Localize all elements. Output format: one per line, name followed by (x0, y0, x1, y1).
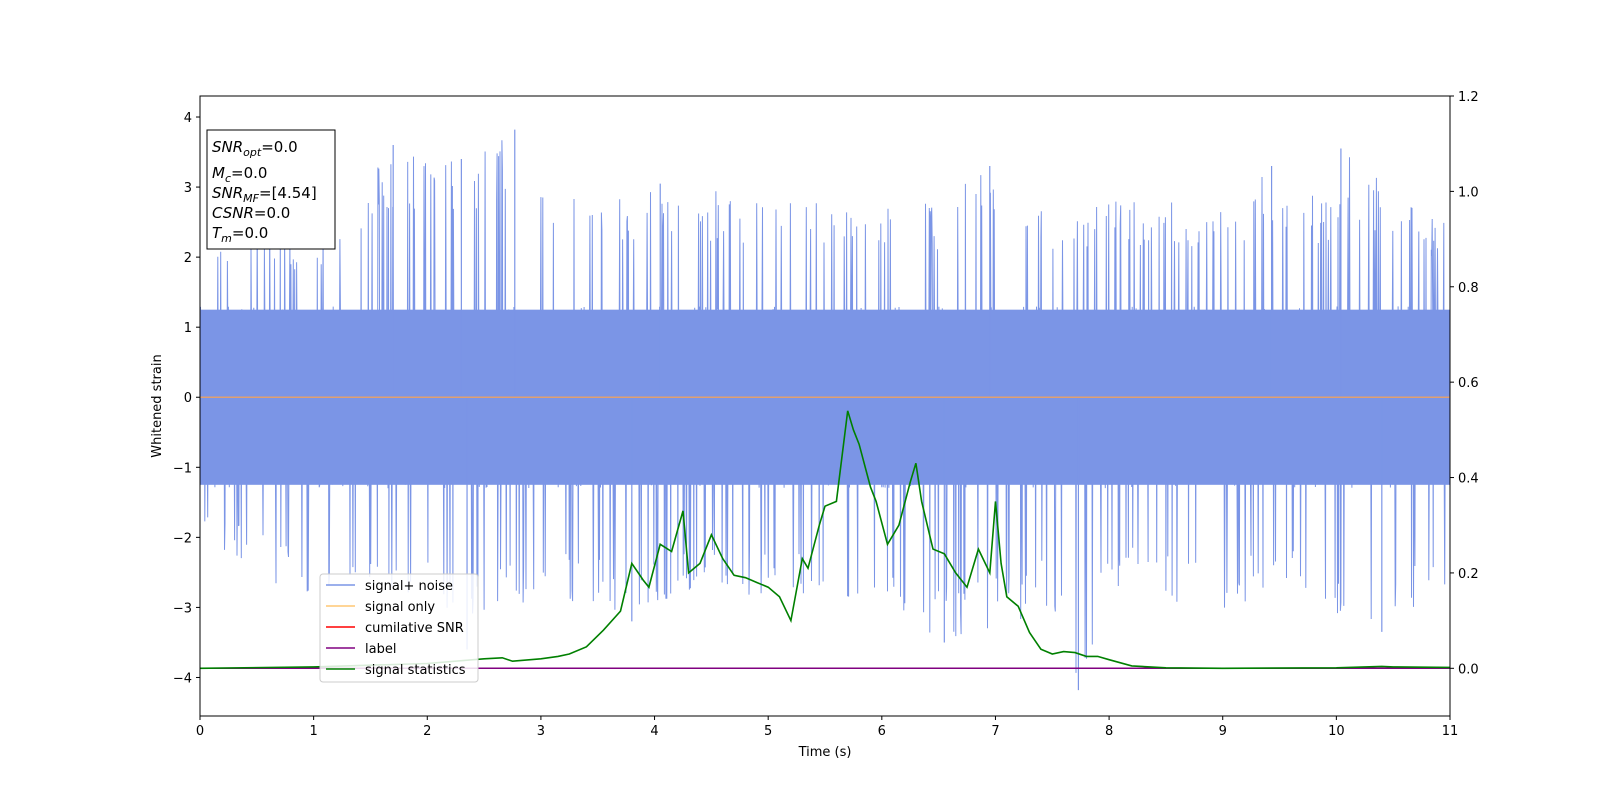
y2-tick-label: 0.4 (1458, 472, 1479, 487)
plot-frame (199, 95, 1451, 717)
x-tick-label: 11 (1442, 724, 1459, 739)
x-tick-label: 6 (878, 724, 886, 739)
x-tick-label: 1 (309, 724, 317, 739)
snr-info-frame (206, 129, 336, 250)
x-tick-label: 9 (1219, 724, 1227, 739)
snr-mf-text: SNRMF=[4.54] (212, 184, 317, 205)
mc-text: Mc=0.0 (212, 164, 267, 185)
tm-text: Tm=0.0 (212, 224, 268, 245)
y-tick-label: 0 (184, 391, 192, 406)
legend-label-statistics: signal statistics (365, 663, 466, 678)
legend-frame (319, 573, 479, 683)
y-tick-label: −2 (173, 531, 192, 546)
snr-info-box: SNRopt=0.0 Mc=0.0 SNRMF=[4.54] CSNR=0.0 … (206, 129, 336, 250)
y2-tick-label: 0.2 (1458, 567, 1479, 582)
legend: signal+ noise signal only cumilative SNR… (319, 573, 479, 683)
y-axis-ticks: 4 3 2 1 0 −1 −2 −3 −4 (173, 111, 200, 686)
y2-tick-label: 1.2 (1458, 90, 1479, 105)
y-tick-label: −4 (173, 671, 192, 686)
y2-tick-label: 1.0 (1458, 185, 1479, 200)
x-axis-label: Time (s) (798, 745, 852, 760)
x-tick-label: 2 (423, 724, 431, 739)
y2-tick-label: 0.0 (1458, 662, 1479, 677)
x-tick-label: 7 (991, 724, 999, 739)
y-tick-label: 1 (184, 321, 192, 336)
y-tick-label: 2 (184, 251, 192, 266)
y-tick-label: −1 (173, 461, 192, 476)
y-tick-label: −3 (173, 601, 192, 616)
x-tick-label: 4 (650, 724, 658, 739)
x-tick-label: 10 (1328, 724, 1345, 739)
x-axis-ticks: 0 1 2 3 4 5 6 7 8 9 10 11 (196, 716, 1458, 739)
legend-label-noise: signal+ noise (365, 579, 453, 594)
legend-label-cumulative-snr: cumilative SNR (365, 621, 464, 636)
y-axis-label: Whitened strain (150, 354, 165, 457)
csnr-text: CSNR=0.0 (212, 204, 290, 222)
signal-statistics-line (199, 410, 1451, 670)
legend-label-signal-only: signal only (365, 600, 435, 615)
x-tick-label: 5 (764, 724, 772, 739)
x-tick-label: 3 (537, 724, 545, 739)
x-tick-label: 8 (1105, 724, 1113, 739)
y-tick-label: 4 (184, 111, 192, 126)
legend-label-label: label (365, 642, 396, 657)
snr-opt-text: SNRopt=0.0 (212, 138, 298, 159)
y2-tick-label: 0.8 (1458, 281, 1479, 296)
x-tick-label: 0 (196, 724, 204, 739)
y2-tick-label: 0.6 (1458, 376, 1479, 391)
y-tick-label: 3 (184, 181, 192, 196)
y2-axis-ticks: 1.2 1.0 0.8 0.6 0.4 0.2 0.0 (1450, 90, 1479, 677)
